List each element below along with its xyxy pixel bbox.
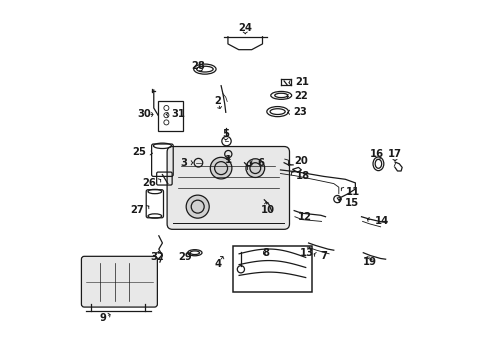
- Text: 30: 30: [137, 109, 151, 120]
- Text: 19: 19: [362, 257, 376, 267]
- Text: 5: 5: [222, 129, 229, 139]
- Text: 18: 18: [295, 171, 309, 181]
- Text: 25: 25: [132, 147, 146, 157]
- Text: 1: 1: [224, 155, 231, 165]
- Text: 13: 13: [299, 248, 313, 258]
- Circle shape: [245, 159, 264, 177]
- Text: 15: 15: [344, 198, 358, 208]
- FancyBboxPatch shape: [81, 256, 157, 307]
- Text: 3: 3: [180, 158, 186, 168]
- Text: 31: 31: [171, 109, 185, 120]
- Text: 6: 6: [257, 158, 264, 168]
- Text: 7: 7: [320, 251, 326, 261]
- Text: 21: 21: [294, 77, 308, 87]
- Bar: [232, 246, 311, 292]
- Text: 10: 10: [261, 204, 274, 215]
- Text: 12: 12: [297, 212, 311, 222]
- FancyBboxPatch shape: [167, 147, 289, 229]
- Text: 17: 17: [387, 149, 401, 159]
- Text: 23: 23: [293, 107, 306, 117]
- Text: 32: 32: [150, 252, 164, 262]
- Text: 11: 11: [346, 186, 360, 197]
- Text: 2: 2: [214, 96, 221, 106]
- Text: 28: 28: [191, 60, 205, 71]
- Bar: [158, 101, 182, 131]
- Text: 8: 8: [262, 248, 268, 258]
- Text: 24: 24: [238, 23, 252, 33]
- Text: 14: 14: [374, 216, 388, 226]
- Circle shape: [210, 157, 231, 179]
- Text: 4: 4: [214, 258, 222, 269]
- Text: 16: 16: [369, 149, 383, 159]
- Text: 22: 22: [294, 91, 307, 102]
- Text: 26: 26: [142, 178, 156, 188]
- Circle shape: [186, 195, 209, 218]
- Text: 29: 29: [178, 252, 192, 262]
- Text: 20: 20: [294, 156, 307, 166]
- Text: 9: 9: [100, 312, 106, 323]
- Text: 27: 27: [130, 204, 144, 215]
